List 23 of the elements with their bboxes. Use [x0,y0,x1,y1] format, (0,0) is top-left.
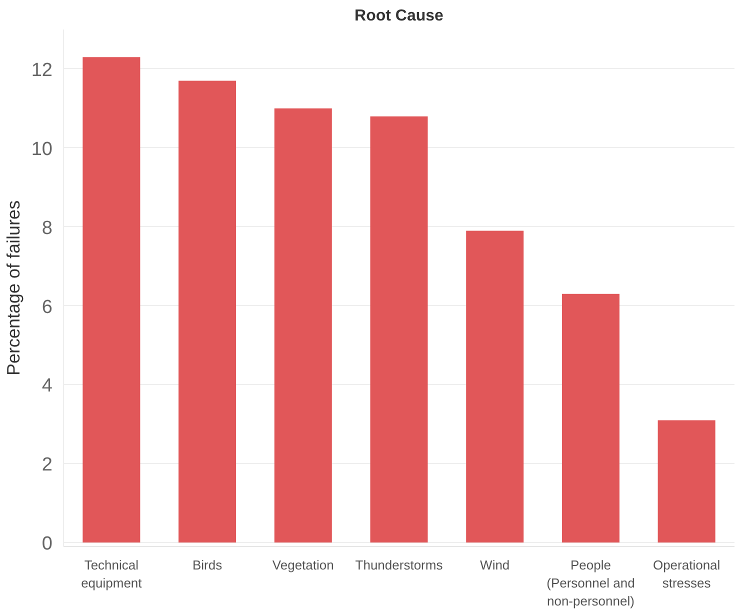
y-axis-title: Percentage of failures [3,200,24,376]
y-tick-label: 0 [42,534,53,555]
x-tick-label: Birds [192,558,223,572]
x-tick-label: Thunderstorms [355,558,444,572]
x-tick-label: Vegetation [272,558,334,572]
bar [274,108,332,543]
y-tick-label: 12 [31,60,53,81]
bar [82,57,140,543]
y-tick-label: 2 [42,454,53,476]
bar [178,80,236,543]
y-tick-label: 10 [31,138,53,160]
bar [370,116,428,543]
bar [466,230,524,543]
y-tick-label: 8 [42,218,53,239]
x-tick-label: Wind [480,558,510,572]
x-tick-label: Technical equipment [81,558,142,590]
chart-title: Root Cause [354,8,444,24]
y-tick-label: 6 [42,296,53,318]
y-tick-label: 4 [42,376,53,397]
bar [658,420,716,543]
x-tick-label: People (Personnel and non-personnel) [546,558,635,608]
x-tick-label: Operational stresses [652,558,720,590]
bar [562,294,620,543]
